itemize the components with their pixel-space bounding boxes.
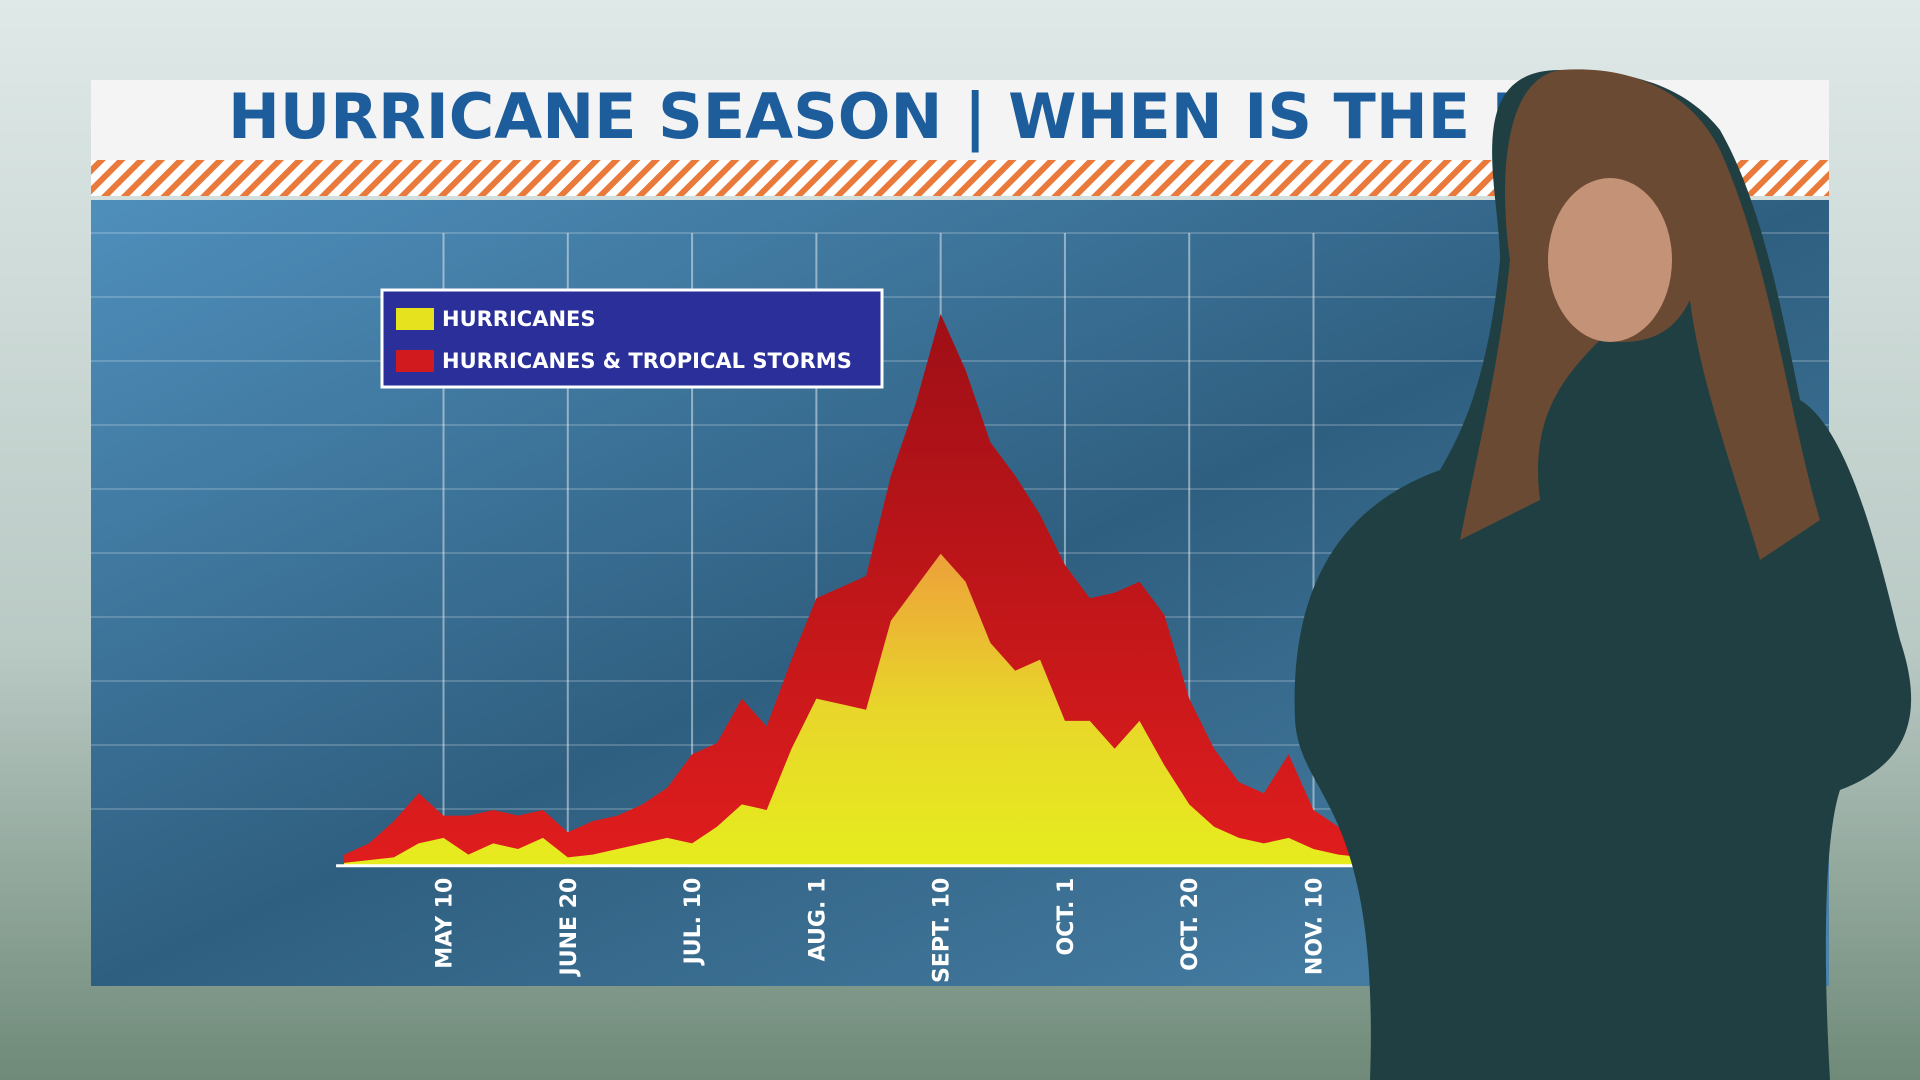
x-tick-label: AUG. 1 [805,878,830,962]
legend-box [380,288,884,389]
presenter [1294,69,1912,1080]
x-tick-label: JUNE 20 [557,878,582,978]
x-tick-label: OCT. 1 [1054,878,1079,956]
x-tick-label: SEPT. 10 [930,878,955,983]
x-tick-label: NOV. 10 [1303,878,1328,975]
x-tick-label: JUL. 10 [681,878,706,967]
chart-title: HURRICANE SEASON | WHEN IS THE PE [228,80,1579,154]
area [344,553,1389,866]
plot [336,314,1389,868]
area [344,314,1389,866]
legend-swatch [396,308,434,330]
legend-swatch [396,350,434,372]
legend-label: HURRICANES [442,307,596,331]
x-tick-label: MAY 10 [433,878,458,969]
presenter-face [1548,178,1672,342]
legend-label: HURRICANES & TROPICAL STORMS [442,349,852,373]
legend: HURRICANES HURRICANES & TROPICAL STORMS [380,288,884,389]
x-tick-label: OCT. 20 [1178,878,1203,971]
